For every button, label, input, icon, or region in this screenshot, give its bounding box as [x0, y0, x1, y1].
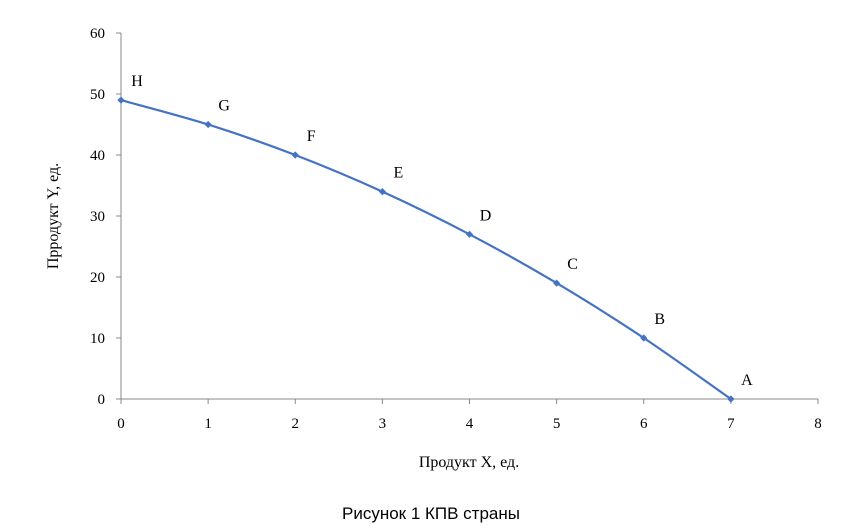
- data-point-d: [465, 230, 474, 238]
- y-tick-label: 60: [90, 26, 105, 42]
- data-point-a: [727, 395, 735, 403]
- y-tick-label: 0: [98, 392, 106, 408]
- point-label-c: C: [567, 256, 578, 273]
- y-tick-label: 10: [90, 331, 105, 347]
- y-tick-label: 40: [90, 148, 105, 164]
- series-line: [120, 99, 732, 400]
- y-axis-title: Прродукт Y, ед.: [45, 163, 62, 269]
- data-point-e: [378, 188, 386, 196]
- point-label-d: D: [480, 207, 492, 224]
- x-tick-label: 0: [117, 416, 125, 432]
- figure-caption: Рисунок 1 КПВ страны: [342, 504, 520, 523]
- x-tick-label: 5: [553, 416, 561, 432]
- data-point-h: [117, 96, 125, 104]
- point-label-e: E: [393, 165, 403, 182]
- point-label-a: A: [741, 372, 753, 389]
- point-label-f: F: [307, 128, 316, 145]
- y-tick-label: 20: [90, 270, 105, 286]
- data-point-f: [291, 151, 299, 159]
- x-axis-title: Продукт X, ед.: [419, 454, 519, 471]
- y-tick-label: 30: [90, 209, 105, 225]
- x-tick-label: 1: [204, 416, 212, 432]
- data-point-b: [640, 334, 648, 342]
- point-label-g: G: [218, 98, 230, 115]
- x-tick-label: 6: [640, 416, 648, 432]
- point-labels: H G F E D C B A: [131, 73, 753, 389]
- series: [117, 96, 735, 403]
- x-tick-label: 7: [727, 416, 735, 432]
- data-point-g: [204, 120, 212, 129]
- x-tick-label: 8: [814, 416, 822, 432]
- point-label-b: B: [654, 311, 665, 328]
- y-tick-label: 50: [90, 87, 105, 103]
- data-point-c: [553, 279, 561, 287]
- x-tick-label: 2: [292, 416, 300, 432]
- x-tick-label: 3: [379, 416, 387, 432]
- x-tick-label: 4: [466, 416, 474, 432]
- axes: 0 10 20 30 40 50 60 0 1 2 3 4 5 6 7 8: [90, 26, 822, 432]
- point-label-h: H: [131, 73, 143, 90]
